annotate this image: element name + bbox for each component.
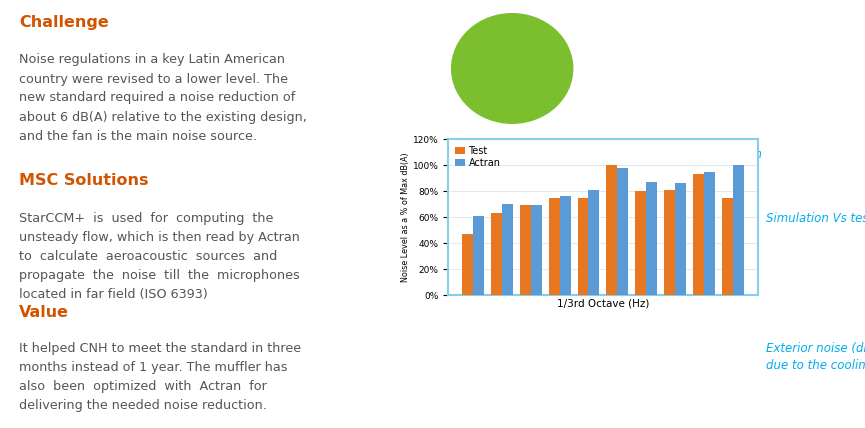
Legend: Test, Actran: Test, Actran: [453, 144, 503, 170]
Text: Value: Value: [19, 305, 69, 320]
Text: Unsteady CFD around the fan: Unsteady CFD around the fan: [586, 148, 761, 161]
Bar: [675, 183, 686, 295]
Text: It helped CNH to meet the standard in three
months instead of 1 year. The muffle: It helped CNH to meet the standard in th…: [19, 342, 302, 413]
Text: Challenge: Challenge: [19, 15, 109, 30]
Y-axis label: Noise Level as a % of Max dB(A): Noise Level as a % of Max dB(A): [400, 152, 410, 282]
Ellipse shape: [452, 14, 573, 123]
Text: Simulation Vs tests: Simulation Vs tests: [766, 212, 865, 225]
Bar: [721, 198, 733, 295]
X-axis label: 1/3rd Octave (Hz): 1/3rd Octave (Hz): [557, 298, 649, 308]
Bar: [618, 168, 628, 295]
Text: Acoustic model: Acoustic model: [474, 148, 565, 161]
Bar: [606, 165, 618, 295]
Bar: [733, 165, 744, 295]
Bar: [704, 172, 714, 295]
Bar: [462, 234, 473, 295]
Text: Noise regulations in a key Latin American
country were revised to a lower level.: Noise regulations in a key Latin America…: [19, 54, 307, 143]
Bar: [588, 190, 599, 295]
Bar: [635, 191, 646, 295]
Text: Exterior noise (dB)
due to the cooling fan: Exterior noise (dB) due to the cooling f…: [766, 342, 865, 372]
Bar: [578, 198, 588, 295]
Bar: [664, 190, 675, 295]
Text: MSC Solutions: MSC Solutions: [19, 173, 149, 188]
Text: StarCCM+  is  used  for  computing  the
unsteady flow, which is then read by Act: StarCCM+ is used for computing the unste…: [19, 212, 300, 301]
Bar: [520, 205, 531, 295]
Bar: [560, 196, 571, 295]
Bar: [473, 216, 484, 295]
Bar: [693, 174, 704, 295]
Bar: [502, 204, 513, 295]
Bar: [548, 198, 560, 295]
Bar: [531, 205, 541, 295]
Bar: [491, 213, 502, 295]
Bar: [646, 182, 657, 295]
